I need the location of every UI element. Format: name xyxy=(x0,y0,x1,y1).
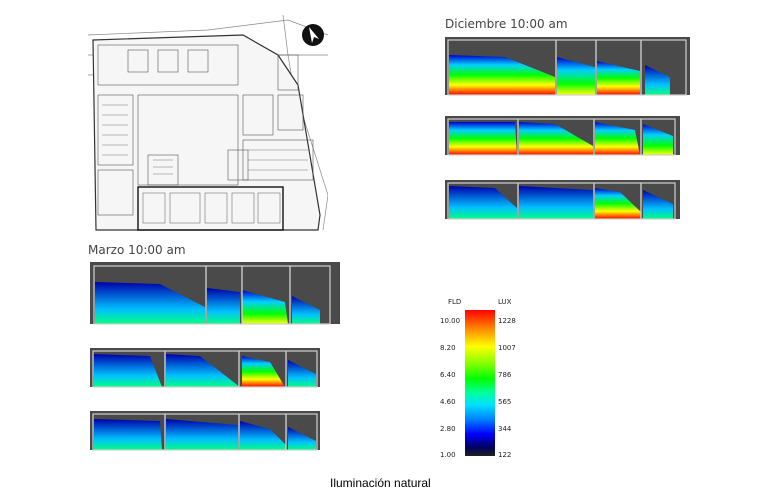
figure-caption: Iluminación natural xyxy=(330,476,431,490)
north-arrow-icon xyxy=(302,24,324,46)
legend-fld-value: 6.40 xyxy=(440,371,456,379)
marzo-label: Marzo 10:00 am xyxy=(88,243,186,257)
legend-lux-value: 1007 xyxy=(498,344,516,352)
diciembre-panel-1 xyxy=(445,37,690,104)
legend-fld-value: 8.20 xyxy=(440,344,456,352)
marzo-panel-2 xyxy=(90,348,320,393)
diciembre-panel-2 xyxy=(445,116,680,161)
legend-lux-value: 122 xyxy=(498,451,512,459)
color-legend: FLD LUX 10.00 8.20 6.40 4.60 2.80 1.00 1… xyxy=(440,298,520,463)
legend-fld-value: 10.00 xyxy=(440,317,461,325)
legend-lux-header: LUX xyxy=(498,298,512,306)
legend-fld-value: 1.00 xyxy=(440,451,456,459)
legend-lux-value: 565 xyxy=(498,398,512,406)
diciembre-label: Diciembre 10:00 am xyxy=(445,17,568,31)
marzo-panel-1 xyxy=(90,262,340,332)
legend-lux-value: 1228 xyxy=(498,317,516,325)
legend-lux-value: 786 xyxy=(498,371,512,379)
legend-color-bar xyxy=(465,310,495,456)
marzo-panel-3 xyxy=(90,411,320,456)
floor-plan xyxy=(87,14,329,233)
diciembre-panel-3 xyxy=(445,180,680,225)
legend-fld-value: 2.80 xyxy=(440,425,456,433)
legend-fld-value: 4.60 xyxy=(440,398,456,406)
legend-fld-header: FLD xyxy=(448,298,462,306)
legend-lux-value: 344 xyxy=(498,425,512,433)
